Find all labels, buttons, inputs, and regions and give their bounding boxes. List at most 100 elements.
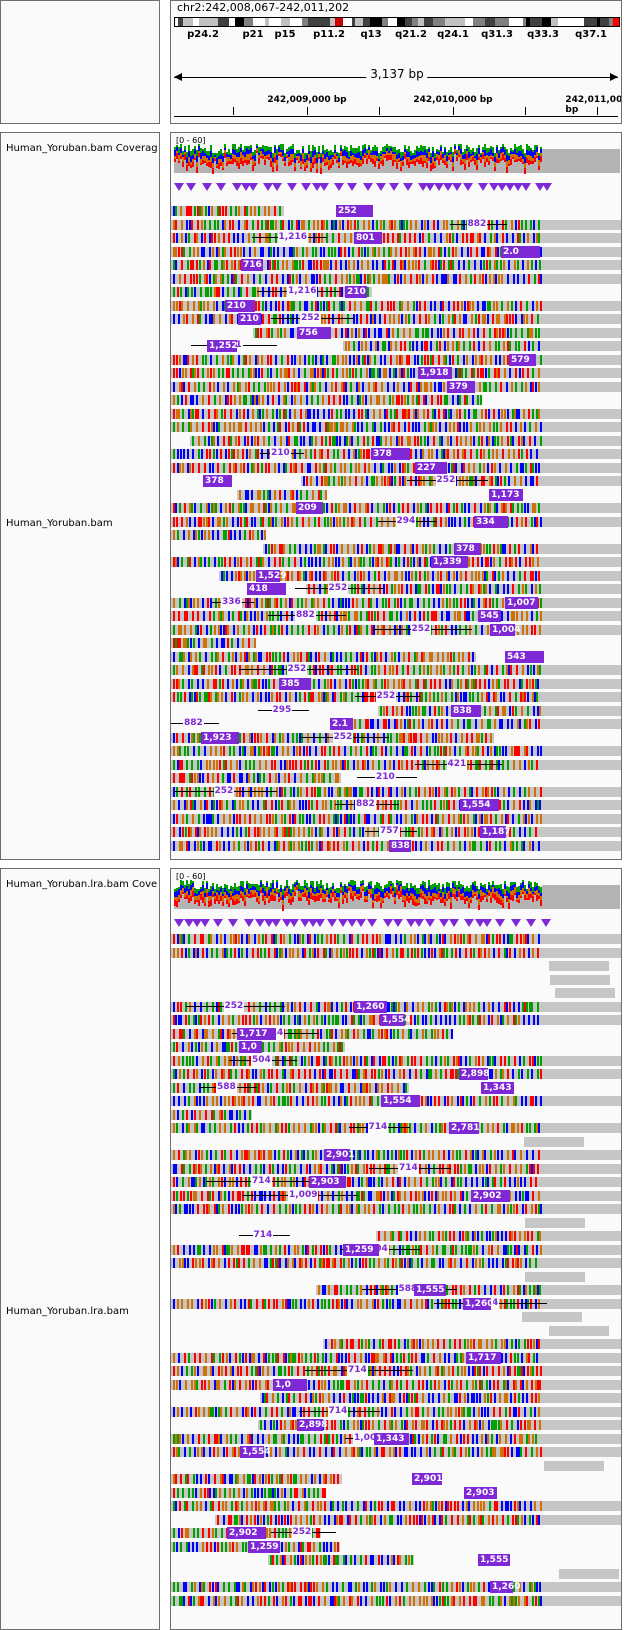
coverage-track-name-1[interactable]: Human_Yoruban.bam Coverage: [6, 143, 158, 154]
read-block[interactable]: [171, 395, 481, 405]
mismatch-base: [356, 611, 358, 621]
read-block[interactable]: [171, 463, 622, 473]
alignment-row[interactable]: 882: [171, 219, 622, 230]
alignment-row[interactable]: 252 210: [171, 313, 622, 324]
alignment-row[interactable]: 1,216 210: [171, 286, 622, 297]
alignment-panel-1[interactable]: [0 - 60] 252 882 1,216 801 2.0 716 1,216 210 210…: [170, 132, 622, 860]
mismatch-base: [222, 355, 224, 365]
mismatch-base: [309, 409, 311, 419]
mismatch-base: [395, 247, 397, 257]
mismatch-base: [525, 463, 527, 473]
alignment-row[interactable]: [171, 408, 622, 419]
mismatch-base: [503, 355, 505, 365]
alignment-row[interactable]: 4211,252: [171, 340, 622, 351]
alignment-row[interactable]: 579: [171, 354, 622, 365]
alignment-row[interactable]: 227: [171, 462, 622, 473]
mismatch-base: [261, 598, 263, 608]
alignment-row[interactable]: 1,529: [171, 570, 622, 581]
mismatch-base: [381, 476, 383, 486]
mismatch-base: [468, 557, 470, 567]
alignment-row[interactable]: [171, 421, 622, 432]
mismatch-base: [388, 328, 390, 338]
ruler-tick: [307, 107, 308, 115]
alignment-row[interactable]: 378: [171, 543, 622, 554]
mismatch-base: [355, 328, 357, 338]
mismatch-base: [305, 544, 307, 554]
alignment-track-name-1[interactable]: Human_Yoruban.bam: [6, 518, 158, 529]
mismatch-base: [515, 557, 517, 567]
alignment-row[interactable]: [171, 435, 622, 446]
mismatch-base: [446, 598, 448, 608]
mismatch-base: [327, 517, 329, 527]
mismatch-base: [176, 355, 178, 365]
alignment-row[interactable]: [171, 273, 622, 284]
alignment-row[interactable]: 379: [171, 381, 622, 392]
mismatch-base: [355, 449, 357, 459]
track-name-panel-1[interactable]: Human_Yoruban.bam Coverage Human_Yoruban…: [0, 132, 160, 860]
mismatch-base: [380, 355, 382, 365]
alignment-row[interactable]: 336 1,007: [171, 597, 622, 608]
mismatch-base: [262, 287, 264, 297]
mismatch-base: [328, 598, 330, 608]
alignment-row[interactable]: 252 418: [171, 583, 622, 594]
alignment-row[interactable]: 716: [171, 259, 622, 270]
alignment-row[interactable]: 2.0: [171, 246, 622, 257]
mismatch-base: [476, 247, 478, 257]
mismatch-base: [331, 382, 333, 392]
mismatch-base: [200, 287, 202, 297]
alignment-row[interactable]: 1,216 801: [171, 232, 622, 243]
alignment-row[interactable]: 1,173: [171, 489, 622, 500]
mismatch-base: [509, 368, 511, 378]
alignment-row[interactable]: [171, 394, 622, 405]
mismatch-base: [419, 584, 421, 594]
coverage-track-1[interactable]: [171, 143, 622, 183]
mismatch-base: [498, 274, 500, 284]
mismatch-base: [333, 625, 335, 635]
mismatch-base: [194, 382, 196, 392]
mismatch-base: [200, 301, 202, 311]
mismatch-base: [360, 368, 362, 378]
ruler-panel[interactable]: chr2:242,008,067-242,011,202 p24.2 p21 p15…: [170, 0, 622, 124]
mismatch-base: [358, 247, 360, 257]
alignment-row[interactable]: 252 378: [171, 475, 622, 486]
mismatch-base: [485, 382, 487, 392]
mismatch-base: [500, 382, 502, 392]
mismatch-base: [196, 355, 198, 365]
alignment-row[interactable]: 882 545: [171, 610, 622, 621]
mismatch-base: [508, 476, 510, 486]
deletion-label: 252: [300, 313, 321, 324]
mismatch-base: [488, 449, 490, 459]
alignment-row[interactable]: 1,918: [171, 367, 622, 378]
mismatch-base: [453, 571, 455, 581]
mismatch-base: [248, 382, 250, 392]
mismatch-base: [291, 355, 293, 365]
mismatch-base: [285, 395, 287, 405]
alignment-row[interactable]: 1,339: [171, 556, 622, 567]
alignment-row[interactable]: 756: [171, 327, 622, 338]
mismatch-base: [251, 436, 253, 446]
mismatch-base: [349, 355, 351, 365]
chromosome-ideogram[interactable]: [174, 17, 620, 27]
mismatch-base: [374, 355, 376, 365]
mismatch-base: [410, 274, 412, 284]
mismatch-base: [407, 503, 409, 513]
mismatch-base: [268, 436, 270, 446]
mismatch-base: [323, 247, 325, 257]
mismatch-base: [329, 274, 331, 284]
mismatch-base: [348, 449, 350, 459]
alignment-row[interactable]: [171, 529, 622, 540]
mismatch-base: [486, 544, 488, 554]
alignment-row[interactable]: 209: [171, 502, 622, 513]
alignment-reads-1[interactable]: 252 882 1,216 801 2.0 716 1,216 210 210 252 210 756…: [171, 205, 622, 860]
alignment-row[interactable]: 252: [171, 205, 622, 216]
alignment-row[interactable]: 252 1,004: [171, 624, 622, 635]
alignment-row[interactable]: 210 378: [171, 448, 622, 459]
mismatch-base: [254, 517, 256, 527]
mismatch-base: [279, 557, 281, 567]
alignment-row[interactable]: 210: [171, 300, 622, 311]
mismatch-base: [489, 584, 491, 594]
mismatch-base: [200, 625, 202, 635]
deletion-label: 294: [396, 516, 417, 527]
mismatch-base: [288, 220, 290, 230]
alignment-row[interactable]: 294 334: [171, 516, 622, 527]
